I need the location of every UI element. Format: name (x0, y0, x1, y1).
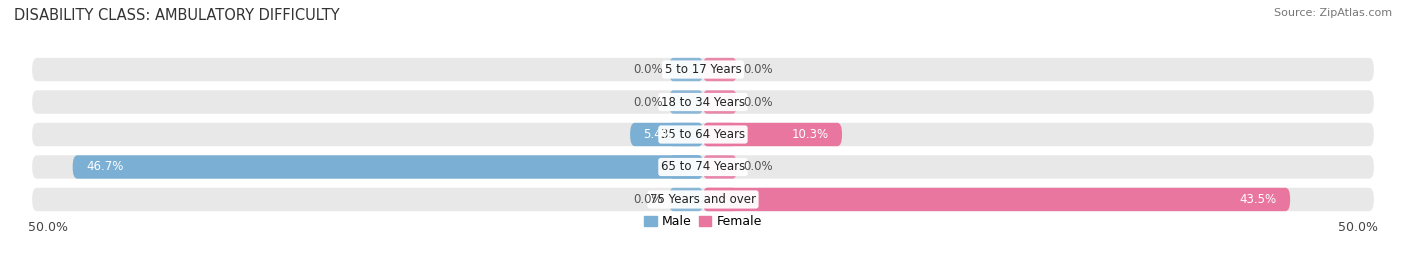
Text: 0.0%: 0.0% (633, 63, 662, 76)
Text: Source: ZipAtlas.com: Source: ZipAtlas.com (1274, 8, 1392, 18)
FancyBboxPatch shape (669, 123, 703, 146)
FancyBboxPatch shape (73, 155, 703, 179)
FancyBboxPatch shape (703, 155, 737, 179)
Text: 18 to 34 Years: 18 to 34 Years (661, 95, 745, 108)
FancyBboxPatch shape (669, 90, 703, 114)
FancyBboxPatch shape (703, 90, 737, 114)
Text: 75 Years and over: 75 Years and over (650, 193, 756, 206)
Text: DISABILITY CLASS: AMBULATORY DIFFICULTY: DISABILITY CLASS: AMBULATORY DIFFICULTY (14, 8, 340, 23)
FancyBboxPatch shape (32, 58, 1374, 81)
FancyBboxPatch shape (669, 155, 703, 179)
FancyBboxPatch shape (703, 123, 737, 146)
FancyBboxPatch shape (703, 188, 737, 211)
FancyBboxPatch shape (669, 58, 703, 81)
FancyBboxPatch shape (32, 90, 1374, 114)
FancyBboxPatch shape (703, 58, 737, 81)
FancyBboxPatch shape (32, 188, 1374, 211)
FancyBboxPatch shape (703, 188, 1291, 211)
Text: 0.0%: 0.0% (744, 63, 773, 76)
Text: 46.7%: 46.7% (86, 161, 124, 174)
Text: 0.0%: 0.0% (744, 95, 773, 108)
FancyBboxPatch shape (703, 123, 842, 146)
FancyBboxPatch shape (630, 123, 703, 146)
Text: 5.4%: 5.4% (644, 128, 673, 141)
Text: 0.0%: 0.0% (633, 95, 662, 108)
Text: 0.0%: 0.0% (633, 193, 662, 206)
Text: 10.3%: 10.3% (792, 128, 828, 141)
Text: 43.5%: 43.5% (1240, 193, 1277, 206)
Text: 0.0%: 0.0% (744, 161, 773, 174)
Text: 35 to 64 Years: 35 to 64 Years (661, 128, 745, 141)
Legend: Male, Female: Male, Female (644, 215, 762, 228)
Text: 65 to 74 Years: 65 to 74 Years (661, 161, 745, 174)
Text: 50.0%: 50.0% (28, 221, 67, 233)
Text: 5 to 17 Years: 5 to 17 Years (665, 63, 741, 76)
FancyBboxPatch shape (669, 188, 703, 211)
FancyBboxPatch shape (32, 155, 1374, 179)
Text: 50.0%: 50.0% (1339, 221, 1378, 233)
FancyBboxPatch shape (32, 123, 1374, 146)
